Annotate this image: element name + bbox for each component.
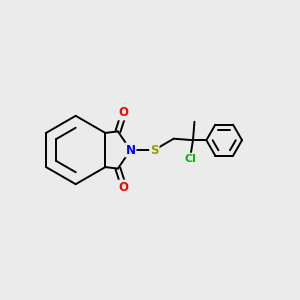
Text: S: S [150,143,159,157]
Text: O: O [119,106,129,119]
Text: O: O [119,181,129,194]
Text: N: N [126,143,136,157]
Text: Cl: Cl [184,154,196,164]
